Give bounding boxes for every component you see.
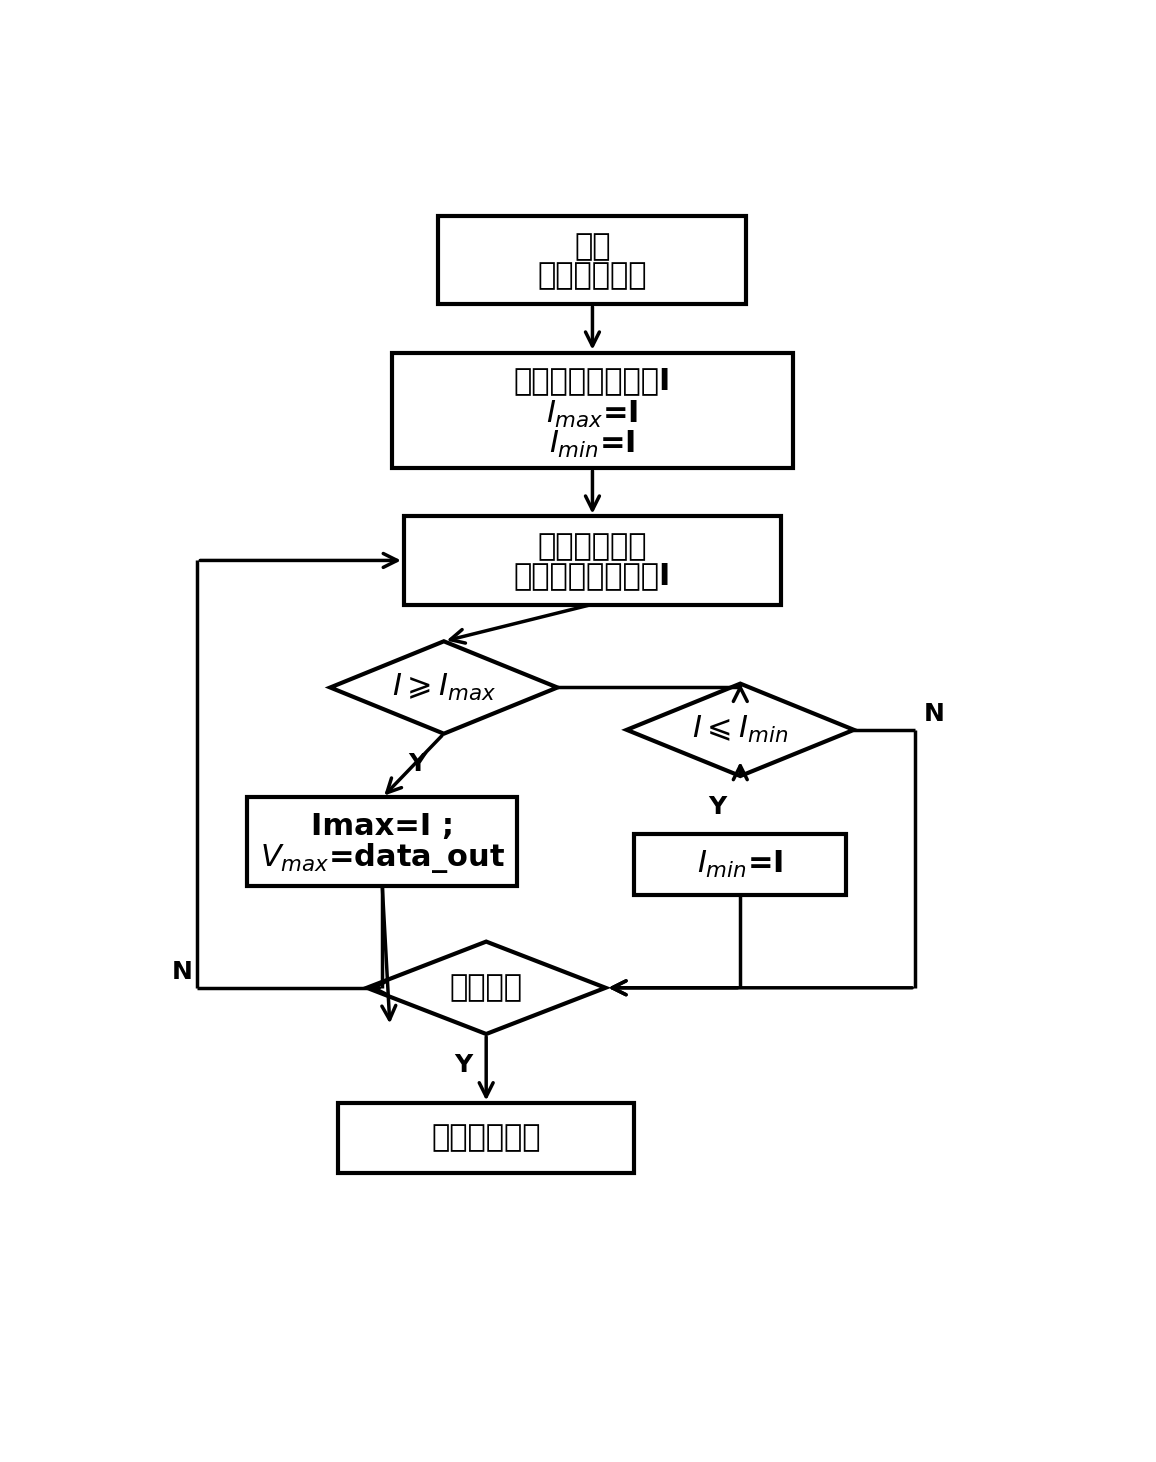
Text: 采集数据，赋值给I: 采集数据，赋值给I: [513, 561, 672, 591]
Text: N: N: [924, 702, 944, 727]
Text: Y: Y: [454, 1053, 472, 1077]
Text: Y: Y: [408, 753, 427, 776]
Text: $I_{max}$=I: $I_{max}$=I: [547, 399, 638, 430]
Text: 进入闭环程序: 进入闭环程序: [431, 1123, 541, 1152]
Text: 发送扫描位移: 发送扫描位移: [538, 532, 647, 561]
Text: 采集数据，赋值给I: 采集数据，赋值给I: [513, 367, 672, 396]
Text: $I\geqslant I_{max}$: $I\geqslant I_{max}$: [392, 673, 496, 703]
Text: $I\leqslant I_{min}$: $I\leqslant I_{min}$: [692, 715, 788, 746]
Polygon shape: [627, 684, 854, 776]
Polygon shape: [366, 942, 606, 1034]
FancyBboxPatch shape: [635, 833, 846, 895]
Polygon shape: [331, 642, 557, 734]
Text: $I_{min}$=I: $I_{min}$=I: [549, 430, 636, 461]
Text: $V_{max}$=data_out: $V_{max}$=data_out: [260, 842, 505, 876]
Text: 设置扫描参数: 设置扫描参数: [538, 262, 647, 289]
FancyBboxPatch shape: [247, 797, 517, 886]
Text: N: N: [171, 961, 193, 984]
Text: 扫描结束: 扫描结束: [450, 974, 523, 1003]
FancyBboxPatch shape: [338, 1104, 635, 1173]
Text: Imax=I ;: Imax=I ;: [311, 811, 454, 841]
Text: $I_{min}$=I: $I_{min}$=I: [697, 849, 784, 880]
FancyBboxPatch shape: [438, 216, 747, 304]
Text: Y: Y: [709, 795, 726, 819]
Text: 开始: 开始: [575, 232, 610, 260]
FancyBboxPatch shape: [403, 516, 781, 605]
FancyBboxPatch shape: [392, 352, 793, 468]
